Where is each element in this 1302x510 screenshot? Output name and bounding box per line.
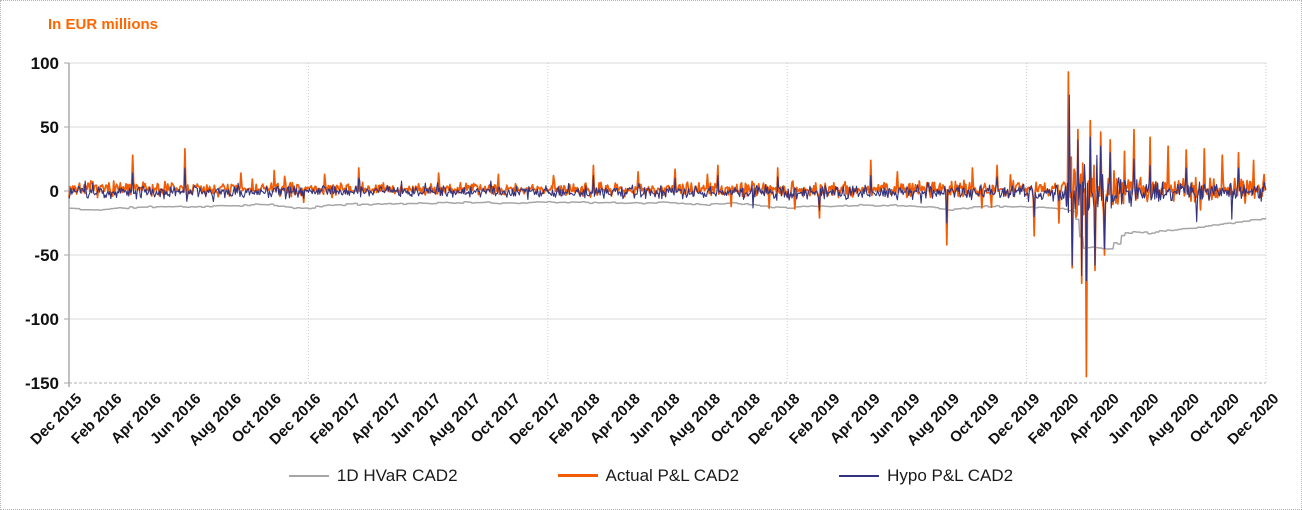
actual-pnl-line-swatch-icon <box>557 474 598 477</box>
y-axis-label: -150 <box>24 374 59 393</box>
legend-item-hvar: 1D HVaR CAD2 <box>288 466 458 485</box>
y-axis-label: 0 <box>49 182 59 201</box>
legend: 1D HVaR CAD2 Actual P&L CAD2 Hypo P&L CA… <box>1 467 1301 484</box>
legend-label-hypo-pnl: Hypo P&L CAD2 <box>887 466 1014 485</box>
y-axis-label: -100 <box>24 310 59 329</box>
y-axis-label: 100 <box>30 54 59 73</box>
y-axis-label: 50 <box>40 118 59 137</box>
y-axis-label: -50 <box>34 246 59 265</box>
series-line-hvar <box>69 200 1267 250</box>
legend-label-actual-pnl: Actual P&L CAD2 <box>605 466 740 485</box>
legend-item-hypo-pnl: Hypo P&L CAD2 <box>839 467 1013 484</box>
series-line-hypo-pnl <box>68 94 1267 282</box>
hvar-line-swatch-icon <box>288 474 329 477</box>
legend-item-actual-pnl: Actual P&L CAD2 <box>557 466 740 485</box>
hypo-pnl-line-swatch-icon <box>839 474 880 477</box>
chart-title: In EUR millions <box>48 16 159 33</box>
legend-label-hvar: 1D HVaR CAD2 <box>336 466 458 485</box>
